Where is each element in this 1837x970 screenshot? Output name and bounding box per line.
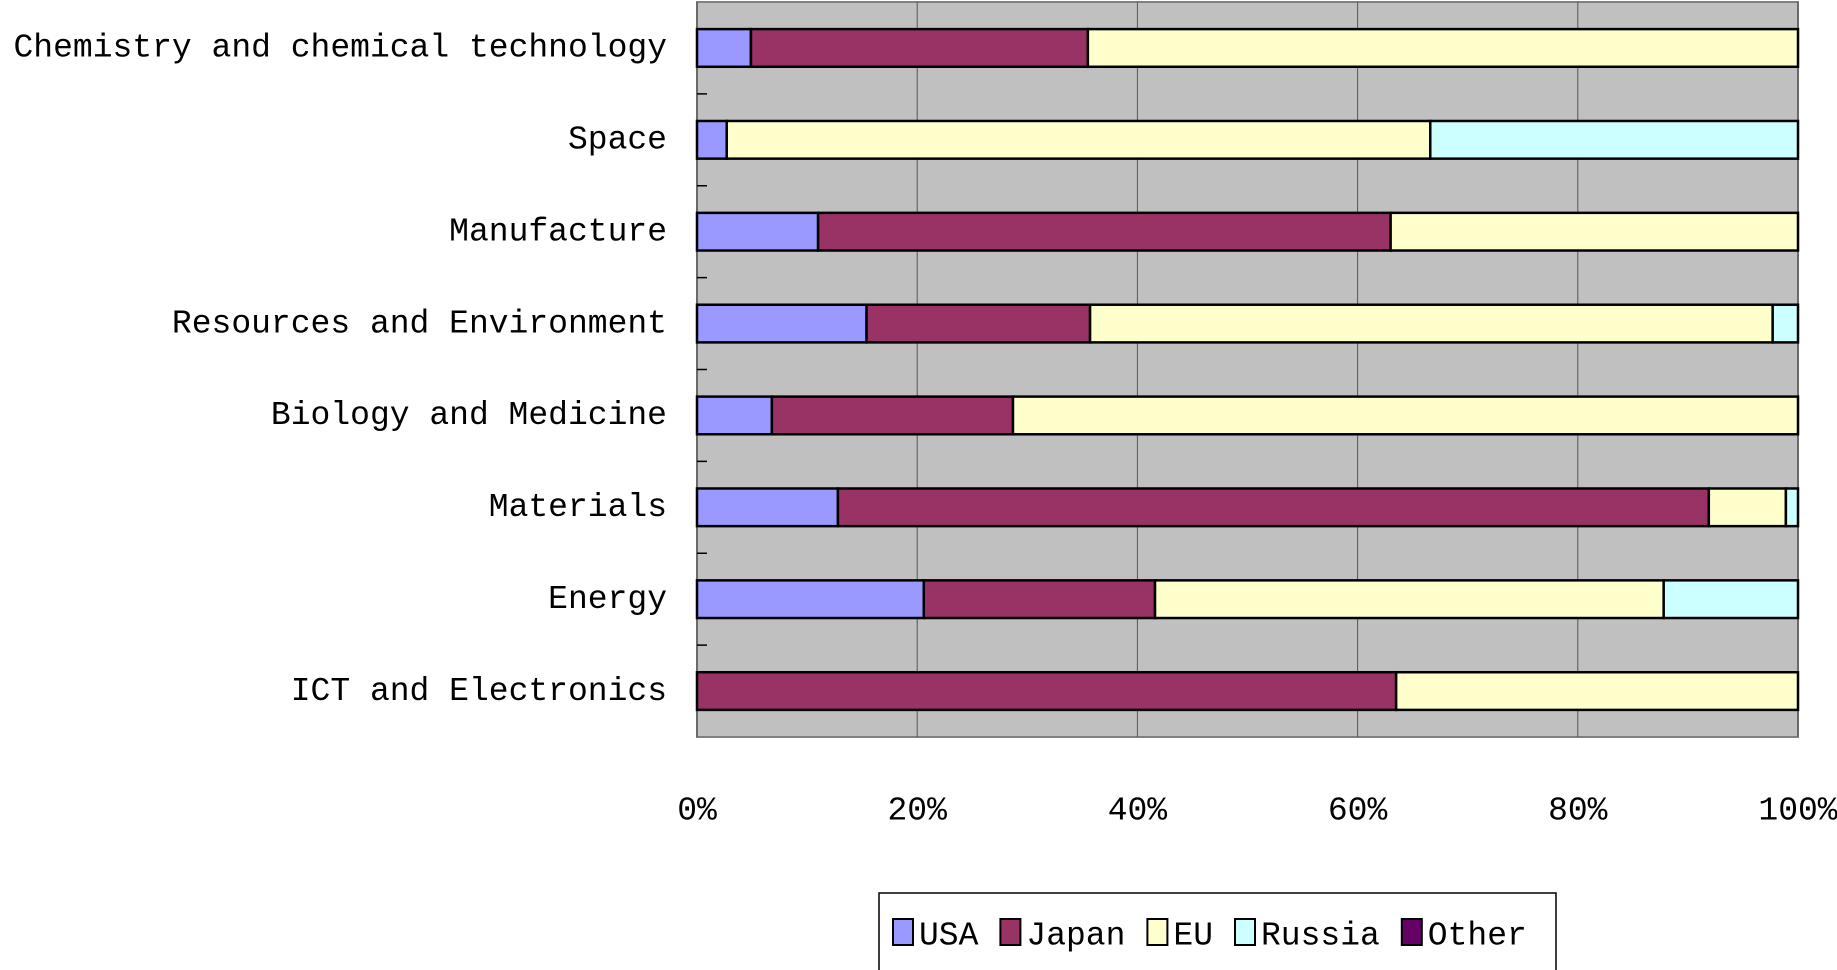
bar-segment bbox=[865, 303, 1092, 344]
y-tick-label: Resources and Environment bbox=[172, 305, 667, 342]
y-tick-label: Biology and Medicine bbox=[271, 397, 667, 434]
x-tick-label: 20% bbox=[887, 793, 947, 830]
bar-segment bbox=[695, 487, 840, 528]
x-tick-label: 100% bbox=[1758, 793, 1837, 830]
bar-segment bbox=[695, 579, 926, 620]
x-tick-label: 40% bbox=[1108, 793, 1168, 830]
x-tick-label: 0% bbox=[677, 793, 717, 830]
bar-segment bbox=[1784, 487, 1800, 528]
y-tick-label: Energy bbox=[548, 581, 667, 618]
plot-area bbox=[696, 1, 1799, 738]
bar-segment bbox=[922, 579, 1157, 620]
bar-segment bbox=[1662, 579, 1800, 620]
bar-segment bbox=[749, 27, 1090, 69]
y-tick-label: Manufacture bbox=[449, 213, 667, 250]
legend-label: Japan bbox=[1026, 918, 1125, 955]
bar-segment bbox=[1153, 579, 1665, 620]
bar-segment bbox=[1394, 670, 1800, 712]
bar-segment bbox=[1429, 119, 1800, 160]
bar-segment bbox=[1389, 211, 1800, 252]
legend-swatch bbox=[1146, 918, 1169, 946]
bar-segment bbox=[1707, 487, 1788, 528]
legend-label: EU bbox=[1173, 918, 1213, 955]
bar-segment bbox=[695, 303, 868, 344]
bar-segment bbox=[695, 119, 728, 160]
bar-segment bbox=[1771, 303, 1800, 344]
bar-segment bbox=[1086, 27, 1800, 69]
bar-segment bbox=[770, 395, 1015, 436]
bar-segment bbox=[695, 395, 774, 436]
legend-box bbox=[878, 892, 1557, 970]
legend-swatch bbox=[892, 918, 914, 946]
legend-label: Other bbox=[1428, 918, 1527, 955]
bar-segment bbox=[836, 487, 1711, 528]
x-tick-label: 80% bbox=[1548, 793, 1608, 830]
y-tick-label: Space bbox=[568, 122, 667, 159]
legend-swatch bbox=[1400, 918, 1423, 946]
legend-swatch bbox=[999, 918, 1022, 946]
y-tick-label: Chemistry and chemical technology bbox=[13, 30, 667, 67]
bar-segment bbox=[1088, 303, 1774, 344]
legend-label: Russia bbox=[1261, 918, 1380, 955]
bar-segment bbox=[695, 27, 753, 69]
x-tick-label: 60% bbox=[1328, 793, 1388, 830]
bar-segment bbox=[816, 211, 1392, 252]
bar-segment bbox=[1011, 395, 1800, 436]
y-tick-label: ICT and Electronics bbox=[291, 673, 667, 710]
legend-label: USA bbox=[919, 918, 979, 955]
bar-segment bbox=[695, 670, 1398, 712]
bar-segment bbox=[695, 211, 820, 252]
bar-segment bbox=[725, 119, 1432, 160]
y-tick-label: Materials bbox=[489, 489, 667, 526]
legend-swatch bbox=[1234, 918, 1256, 946]
